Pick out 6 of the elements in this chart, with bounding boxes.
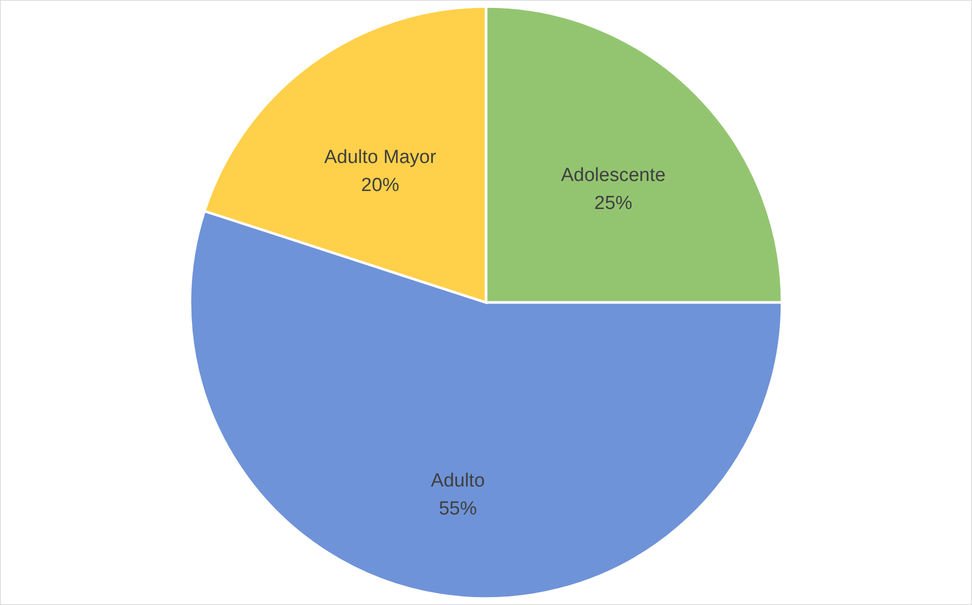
slice-label: Adulto: [430, 470, 485, 492]
data-label: 55%: [438, 498, 477, 520]
data-label: 25%: [594, 193, 632, 214]
data-label: 20%: [361, 174, 400, 196]
slice-label: Adolescente: [560, 165, 666, 186]
slice-label: Adulto Mayor: [324, 146, 437, 168]
